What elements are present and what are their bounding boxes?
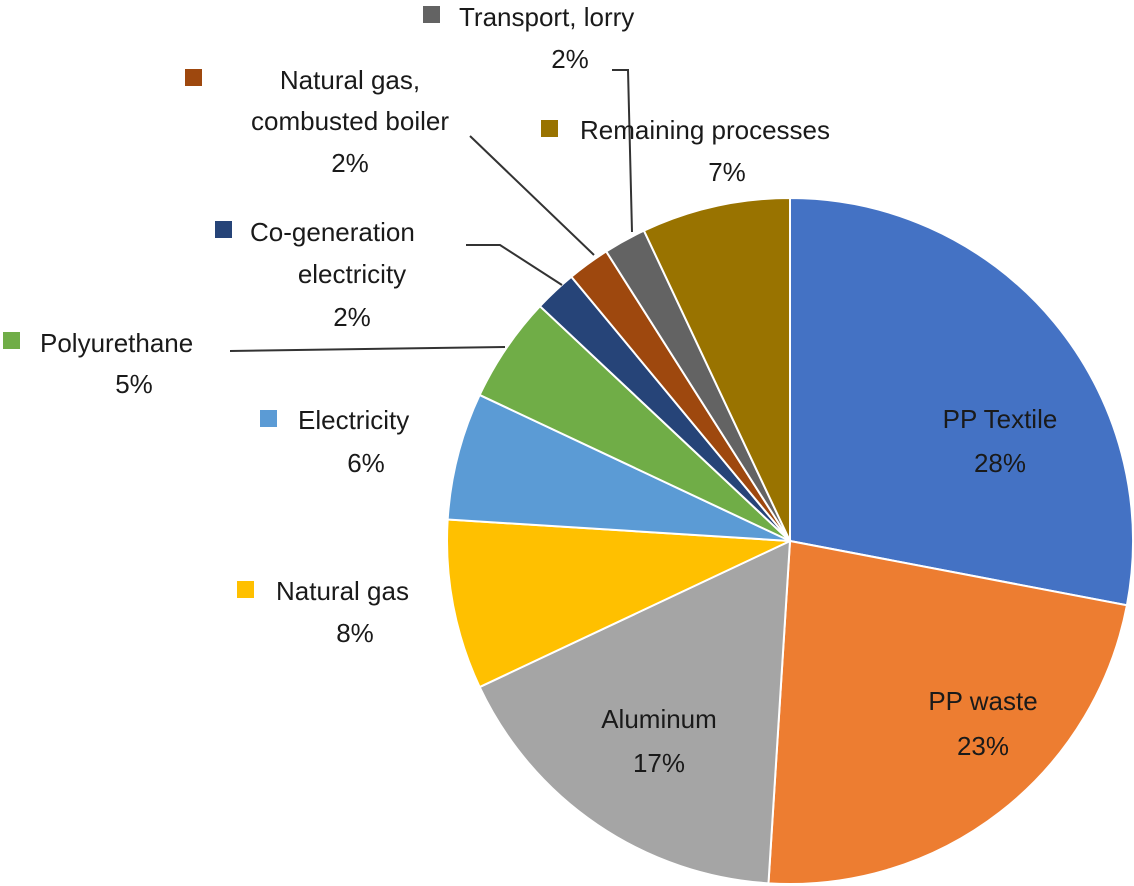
slice-name-aluminum: Aluminum xyxy=(601,704,717,734)
pie-slice-natural-gas xyxy=(446,518,791,689)
legend-key-natural-gas xyxy=(237,581,254,598)
pie-slice-pp-waste xyxy=(767,539,1129,885)
slice-name-natural-gas: Natural gas xyxy=(276,576,409,606)
pie-slice-pp-textile xyxy=(789,196,1134,607)
legend-key-polyurethane xyxy=(3,332,20,349)
slice-name-transport: Transport, lorry xyxy=(459,2,634,32)
slice-value-pp-waste: 23% xyxy=(957,731,1009,761)
slice-value-natural-gas-boiler: 2% xyxy=(331,148,369,178)
slice-name-cogeneration-line2: electricity xyxy=(298,259,406,289)
pie-slice-aluminum xyxy=(478,539,792,885)
slice-value-natural-gas: 8% xyxy=(336,618,374,648)
slice-name-electricity: Electricity xyxy=(298,405,409,435)
slice-value-polyurethane: 5% xyxy=(115,369,153,399)
slice-value-electricity: 6% xyxy=(347,448,385,478)
pie-slices xyxy=(446,196,1134,885)
legend-key-cogeneration xyxy=(215,221,232,238)
slice-value-cogeneration: 2% xyxy=(333,302,371,332)
legend-key-natural-gas-boiler xyxy=(185,69,202,86)
leader-line-polyurethane xyxy=(229,346,506,352)
leader-line-cogeneration xyxy=(466,244,563,286)
slice-name-pp-textile: PP Textile xyxy=(943,404,1058,434)
pie-slice-remaining xyxy=(642,196,791,542)
legend-key-electricity xyxy=(260,410,277,427)
slice-name-cogeneration-line1: Co-generation xyxy=(250,217,415,247)
slice-value-pp-textile: 28% xyxy=(974,448,1026,478)
slice-name-natural-gas-boiler-line1: Natural gas, xyxy=(280,65,420,95)
legend-key-transport xyxy=(423,6,440,23)
leader-line-natural-gas-boiler xyxy=(469,135,595,256)
slice-value-aluminum: 17% xyxy=(633,748,685,778)
pie-slice-electricity xyxy=(446,393,791,542)
slice-name-polyurethane: Polyurethane xyxy=(40,328,193,358)
leader-line-transport xyxy=(612,69,633,233)
slice-name-natural-gas-boiler-line2: combusted boiler xyxy=(251,106,449,136)
slice-name-remaining: Remaining processes xyxy=(580,115,830,145)
slice-value-remaining: 7% xyxy=(708,157,746,187)
slice-name-pp-waste: PP waste xyxy=(928,686,1037,716)
slice-value-transport: 2% xyxy=(551,44,589,74)
legend-key-remaining xyxy=(541,120,558,137)
